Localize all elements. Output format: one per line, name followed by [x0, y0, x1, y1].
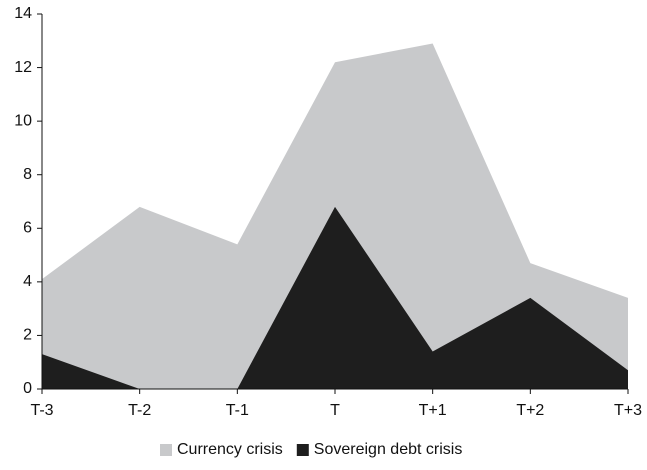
legend-label: Currency crisis — [177, 441, 283, 458]
x-tick-label: T-3 — [30, 402, 53, 419]
x-tick-label: T+2 — [516, 402, 544, 419]
x-tick-label: T-1 — [226, 402, 249, 419]
y-tick-label: 12 — [14, 59, 32, 76]
y-tick-label: 2 — [23, 327, 32, 344]
x-tick-label: T — [330, 402, 340, 419]
y-tick-label: 14 — [14, 5, 32, 22]
y-tick-label: 0 — [23, 380, 32, 397]
legend-label: Sovereign debt crisis — [314, 441, 463, 458]
legend-swatch — [160, 444, 172, 456]
x-tick-label: T-2 — [128, 402, 151, 419]
y-tick-label: 6 — [23, 220, 32, 237]
area — [42, 206, 628, 389]
x-tick-label: T+1 — [419, 402, 447, 419]
y-tick-label: 4 — [23, 273, 32, 290]
y-tick-label: 10 — [14, 112, 32, 129]
legend-swatch — [296, 444, 309, 456]
x-tick-label: T+3 — [614, 402, 642, 419]
y-tick-label: 8 — [23, 166, 32, 183]
